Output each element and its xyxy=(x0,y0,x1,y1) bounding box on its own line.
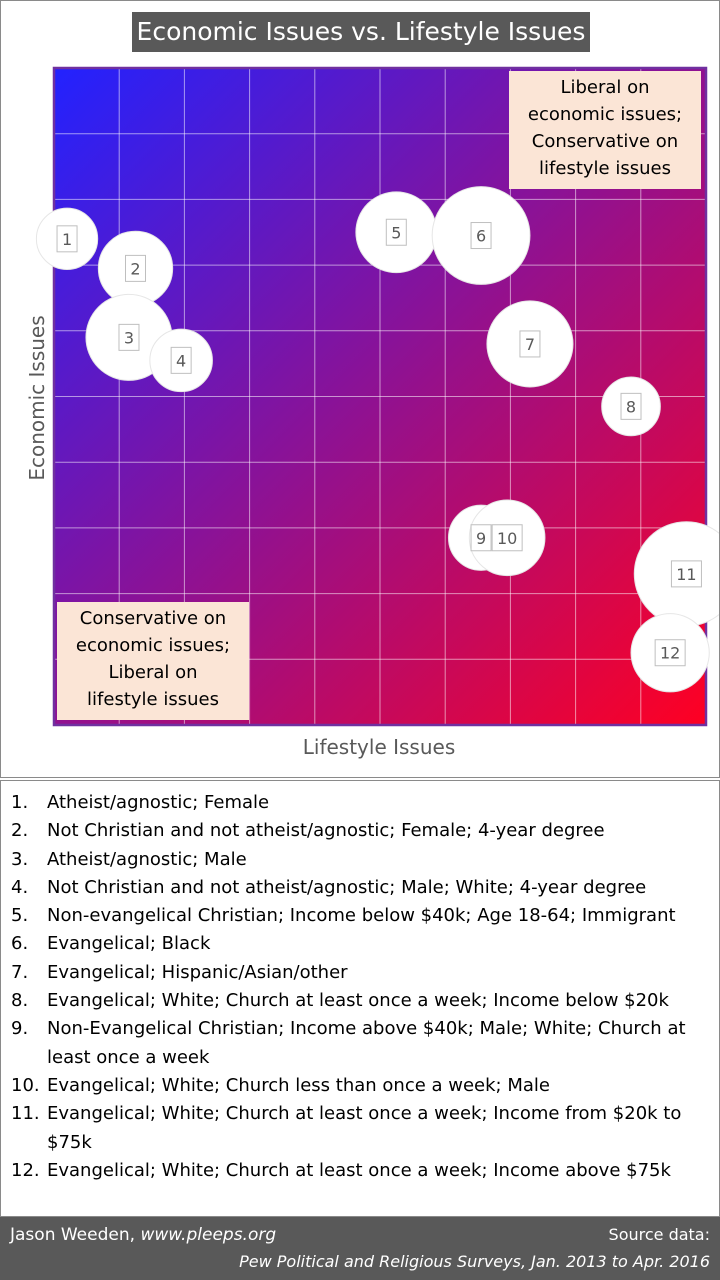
bubble-label-box-1 xyxy=(56,225,78,253)
bubble-label-box-3 xyxy=(118,323,140,351)
legend-item: 12. Evangelical; White; Church at least o… xyxy=(11,1157,711,1185)
annotation-line: lifestyle issues xyxy=(87,689,219,710)
legend-item: 11. Evangelical; White; Church at least o… xyxy=(11,1100,711,1157)
legend-text: Atheist/agnostic; Male xyxy=(47,848,247,870)
legend-number: 10. xyxy=(11,1074,40,1096)
legend-number: 1. xyxy=(11,792,29,813)
legend-text: Non-Evangelical Christian; Income above … xyxy=(47,1018,686,1068)
plot-border xyxy=(52,66,708,727)
bubble-label-12: 12 xyxy=(660,644,680,663)
legend-number: 7. xyxy=(11,961,29,983)
legend-text: Evangelical; White; Church at least once… xyxy=(47,1103,682,1153)
legend-number: 5. xyxy=(11,905,29,927)
legend-text: Evangelical; Hispanic/Asian/other xyxy=(47,961,348,983)
legend-text: Evangelical; White; Church at least once… xyxy=(47,990,669,1012)
legend-item: 8. Evangelical; White; Church at least on… xyxy=(11,987,711,1015)
annotation-line: lifestyle issues xyxy=(539,158,671,179)
legend-number: 3. xyxy=(11,848,29,870)
legend-text: Evangelical; White; Church at least once… xyxy=(47,1159,671,1181)
bubble-label-box-12 xyxy=(654,639,686,667)
legend-item: 10. Evangelical; White; Church less than … xyxy=(11,1072,711,1100)
legend-item: 1. Atheist/agnostic; Female xyxy=(11,789,711,817)
legend-list: 1. Atheist/agnostic; Female 2. Not Christi… xyxy=(11,789,711,1185)
bubble-label-box-11 xyxy=(670,560,702,588)
source-text: Pew Political and Religious Surveys, Jan… xyxy=(239,1252,710,1271)
bubble-label-6: 6 xyxy=(476,227,486,246)
bubble-label-box-2 xyxy=(125,254,146,282)
y-axis-label: Economic Issues xyxy=(25,315,49,481)
legend-item: 2. Not Christian and not atheist/agnostic… xyxy=(11,817,711,845)
annotation-line: economic issues; xyxy=(75,635,231,656)
legend-item: 7. Evangelical; Hispanic/Asian/other xyxy=(11,959,711,987)
bubble-label-4: 4 xyxy=(176,351,186,370)
annotation-line: Conservative on xyxy=(79,608,227,629)
legend-number: 4. xyxy=(11,876,29,898)
annotation-line: Liberal on xyxy=(560,77,650,98)
bubble-label-box-5 xyxy=(385,218,407,246)
site-link[interactable]: www.pleeps.org xyxy=(140,1225,277,1245)
legend-text: Evangelical; Black xyxy=(47,933,211,955)
source-label: Source data: xyxy=(608,1225,710,1244)
bubble-label-7: 7 xyxy=(525,335,535,354)
annotation-line: economic issues; xyxy=(527,104,683,125)
author-name: Jason Weeden, xyxy=(10,1225,141,1245)
bubble-label-box-4 xyxy=(170,346,192,374)
annotation-line: Liberal on xyxy=(108,662,198,683)
legend-item: 3. Atheist/agnostic; Male xyxy=(11,846,711,874)
bubble-label-11: 11 xyxy=(676,565,696,584)
bubble-label-box-8 xyxy=(620,392,642,420)
annotation-bottom-left: Conservative on economic issues; Liberal… xyxy=(57,602,249,720)
bubble-label-box-9 xyxy=(470,524,492,552)
bubble-label-3: 3 xyxy=(124,328,134,347)
legend-item: 9. Non-Evangelical Christian; Income abov… xyxy=(11,1015,711,1072)
chart-title: Economic Issues vs. Lifestyle Issues xyxy=(132,12,590,52)
bubble-label-10: 10 xyxy=(497,529,517,548)
legend-text: Not Christian and not atheist/agnostic; … xyxy=(47,820,605,842)
annotation-line: Conservative on xyxy=(531,131,679,152)
legend-item: 5. Non-evangelical Christian; Income belo… xyxy=(11,902,711,930)
legend-text: Atheist/agnostic; Female xyxy=(47,792,270,813)
x-axis-label: Lifestyle Issues xyxy=(302,735,456,759)
legend-number: 6. xyxy=(11,933,29,955)
legend-number: 8. xyxy=(11,990,29,1012)
bubble-label-9: 9 xyxy=(476,529,486,548)
bubble-label-8: 8 xyxy=(626,397,636,416)
footer-credit: Jason Weeden, www.pleeps.org xyxy=(10,1225,276,1245)
legend-number: 9. xyxy=(11,1018,29,1040)
legend-text: Evangelical; White; Church less than onc… xyxy=(47,1074,550,1096)
bubble-label-2: 2 xyxy=(130,259,140,278)
annotation-top-right: Liberal on economic issues; Conservative… xyxy=(509,71,701,189)
legend-text: Not Christian and not atheist/agnostic; … xyxy=(47,876,647,898)
legend-panel: 1. Atheist/agnostic; Female 2. Not Christi… xyxy=(0,780,720,1217)
bubble-label-box-7 xyxy=(519,330,541,358)
legend-item: 4. Not Christian and not atheist/agnostic… xyxy=(11,874,711,902)
legend-number: 11. xyxy=(11,1103,40,1125)
legend-item: 6. Evangelical; Black xyxy=(11,930,711,958)
legend-number: 12. xyxy=(11,1159,40,1181)
legend-text: Non-evangelical Christian; Income below … xyxy=(47,905,676,927)
legend-number: 2. xyxy=(11,820,29,842)
bubble-label-box-6 xyxy=(470,222,492,250)
bubble-label-5: 5 xyxy=(391,223,401,242)
footer: Jason Weeden, www.pleeps.org Source data… xyxy=(0,1217,720,1280)
chart-panel: 1 2 3 4 5 6 7 8 9 10 11 12 Economic Issues vs. Life… xyxy=(0,0,720,778)
bubble-label-box-10 xyxy=(491,524,523,552)
bubble-label-1: 1 xyxy=(62,230,72,249)
